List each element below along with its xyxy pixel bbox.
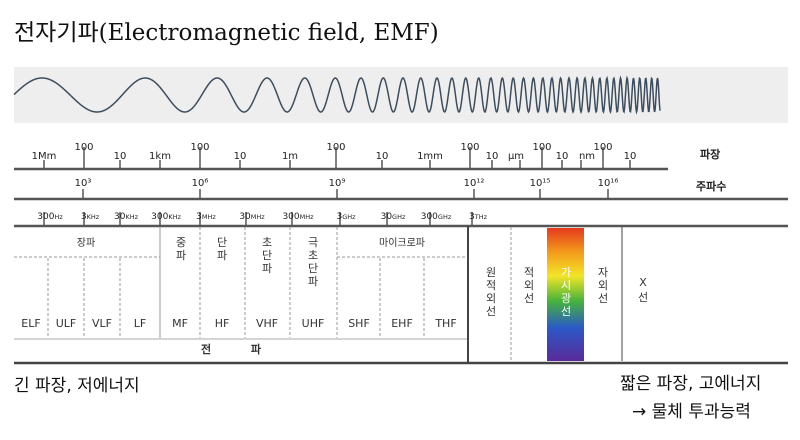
wavelength-tick-label: 100 <box>593 142 612 153</box>
band-label: HF <box>215 317 230 330</box>
wavelength-tick-label: 10 <box>114 151 127 162</box>
frequency-tick-label: 3GHz <box>336 212 356 222</box>
band-label: VHF <box>256 317 278 330</box>
visible-light-bar <box>547 228 584 361</box>
frequency-tick-label: 300MHz <box>282 212 314 222</box>
wavelength-tick-label: nm <box>579 151 595 162</box>
group-label-long-wave: 장파 <box>77 237 95 249</box>
frequency-tick-label: 300Hz <box>37 212 63 222</box>
band-label: ELF <box>21 317 40 330</box>
radio-grid <box>14 227 468 340</box>
wavelength-tick-label: 100 <box>326 142 345 153</box>
wavelength-tick-label: 10 <box>486 151 499 162</box>
frequency-tick-label: 300GHz <box>421 212 452 222</box>
band-label: ULF <box>56 317 77 330</box>
wavelength-tick-label: 10 <box>556 151 569 162</box>
wavelength-tick-label: 1mm <box>417 151 443 162</box>
radio-label: 전 파 <box>201 342 279 356</box>
band-label: MF <box>172 317 188 330</box>
wavelength-tick-label: 100 <box>460 142 479 153</box>
wave-band <box>14 67 788 123</box>
wavelength-tick-label: 100 <box>74 142 93 153</box>
wavelength-tick-label: 10 <box>234 151 247 162</box>
frequency-exponent-label: 10⁶ <box>192 178 209 189</box>
wavelength-tick-label: 1Mm <box>32 151 57 162</box>
wavelength-tick-label: 100 <box>190 142 209 153</box>
page-title: 전자기파(Electromagnetic field, EMF) <box>14 20 439 46</box>
frequency-tick-label: 300KHz <box>151 212 181 222</box>
frequency-exponent-label: 10³ <box>75 178 92 189</box>
wavelength-tick-label: μm <box>508 151 524 162</box>
band-label: LF <box>134 317 146 330</box>
group-label-microwave: 마이크로파 <box>379 237 425 249</box>
frequency-exponent-label: 10¹² <box>464 178 485 189</box>
long-wave-note: 긴 파장, 저에너지 <box>14 376 140 396</box>
short-wave-note-line1: 짧은 파장, 고에너지 <box>620 374 761 394</box>
band-label: THF <box>434 317 456 330</box>
wave-line <box>13 75 661 115</box>
frequency-tick-label: 30GHz <box>381 212 406 222</box>
wavelength-tick-label: 10 <box>624 151 637 162</box>
wavelength-tick-label: 10 <box>376 151 389 162</box>
wavelength-row-label: 파장 <box>700 147 720 161</box>
band-label: UHF <box>302 317 325 330</box>
frequency-tick-label: 30KHz <box>114 212 139 222</box>
frequency-exponent-ticks: 10³ 10⁶ 10⁹ 10¹² 10¹⁵ 10¹⁶ <box>75 178 619 199</box>
band-label: VLF <box>92 317 112 330</box>
frequency-ticks: 300Hz 3KHz 30KHz 300KHz 3MHz 30MHz 300MHz 3GHz 3… <box>37 212 488 226</box>
band-label: SHF <box>348 317 370 330</box>
band-labels: ELF ULF VLF LF MF HF VHF UHF SHF EHF THF <box>21 317 456 330</box>
frequency-exponent-label: 10⁹ <box>329 178 346 189</box>
wavelength-tick-label: 1km <box>149 151 171 162</box>
frequency-row-label: 주파수 <box>696 179 726 193</box>
frequency-exponent-label: 10¹⁵ <box>530 178 551 189</box>
frequency-tick-label: 3MHz <box>196 212 216 222</box>
frequency-tick-label: 3THz <box>469 212 488 222</box>
wavelength-tick-label: 100 <box>532 142 551 153</box>
wavelength-tick-label: 1m <box>282 151 298 162</box>
frequency-exponent-label: 10¹⁶ <box>598 178 619 189</box>
frequency-tick-label: 3KHz <box>81 212 100 222</box>
short-wave-note-line2: → 물체 투과능력 <box>632 402 751 422</box>
wavelength-ticks: 1Mm 100 10 1km 100 10 1m 100 10 1mm 100 10 μm 100 10 nm… <box>32 142 637 169</box>
frequency-tick-label: 30MHz <box>239 212 265 222</box>
band-label: EHF <box>391 317 413 330</box>
